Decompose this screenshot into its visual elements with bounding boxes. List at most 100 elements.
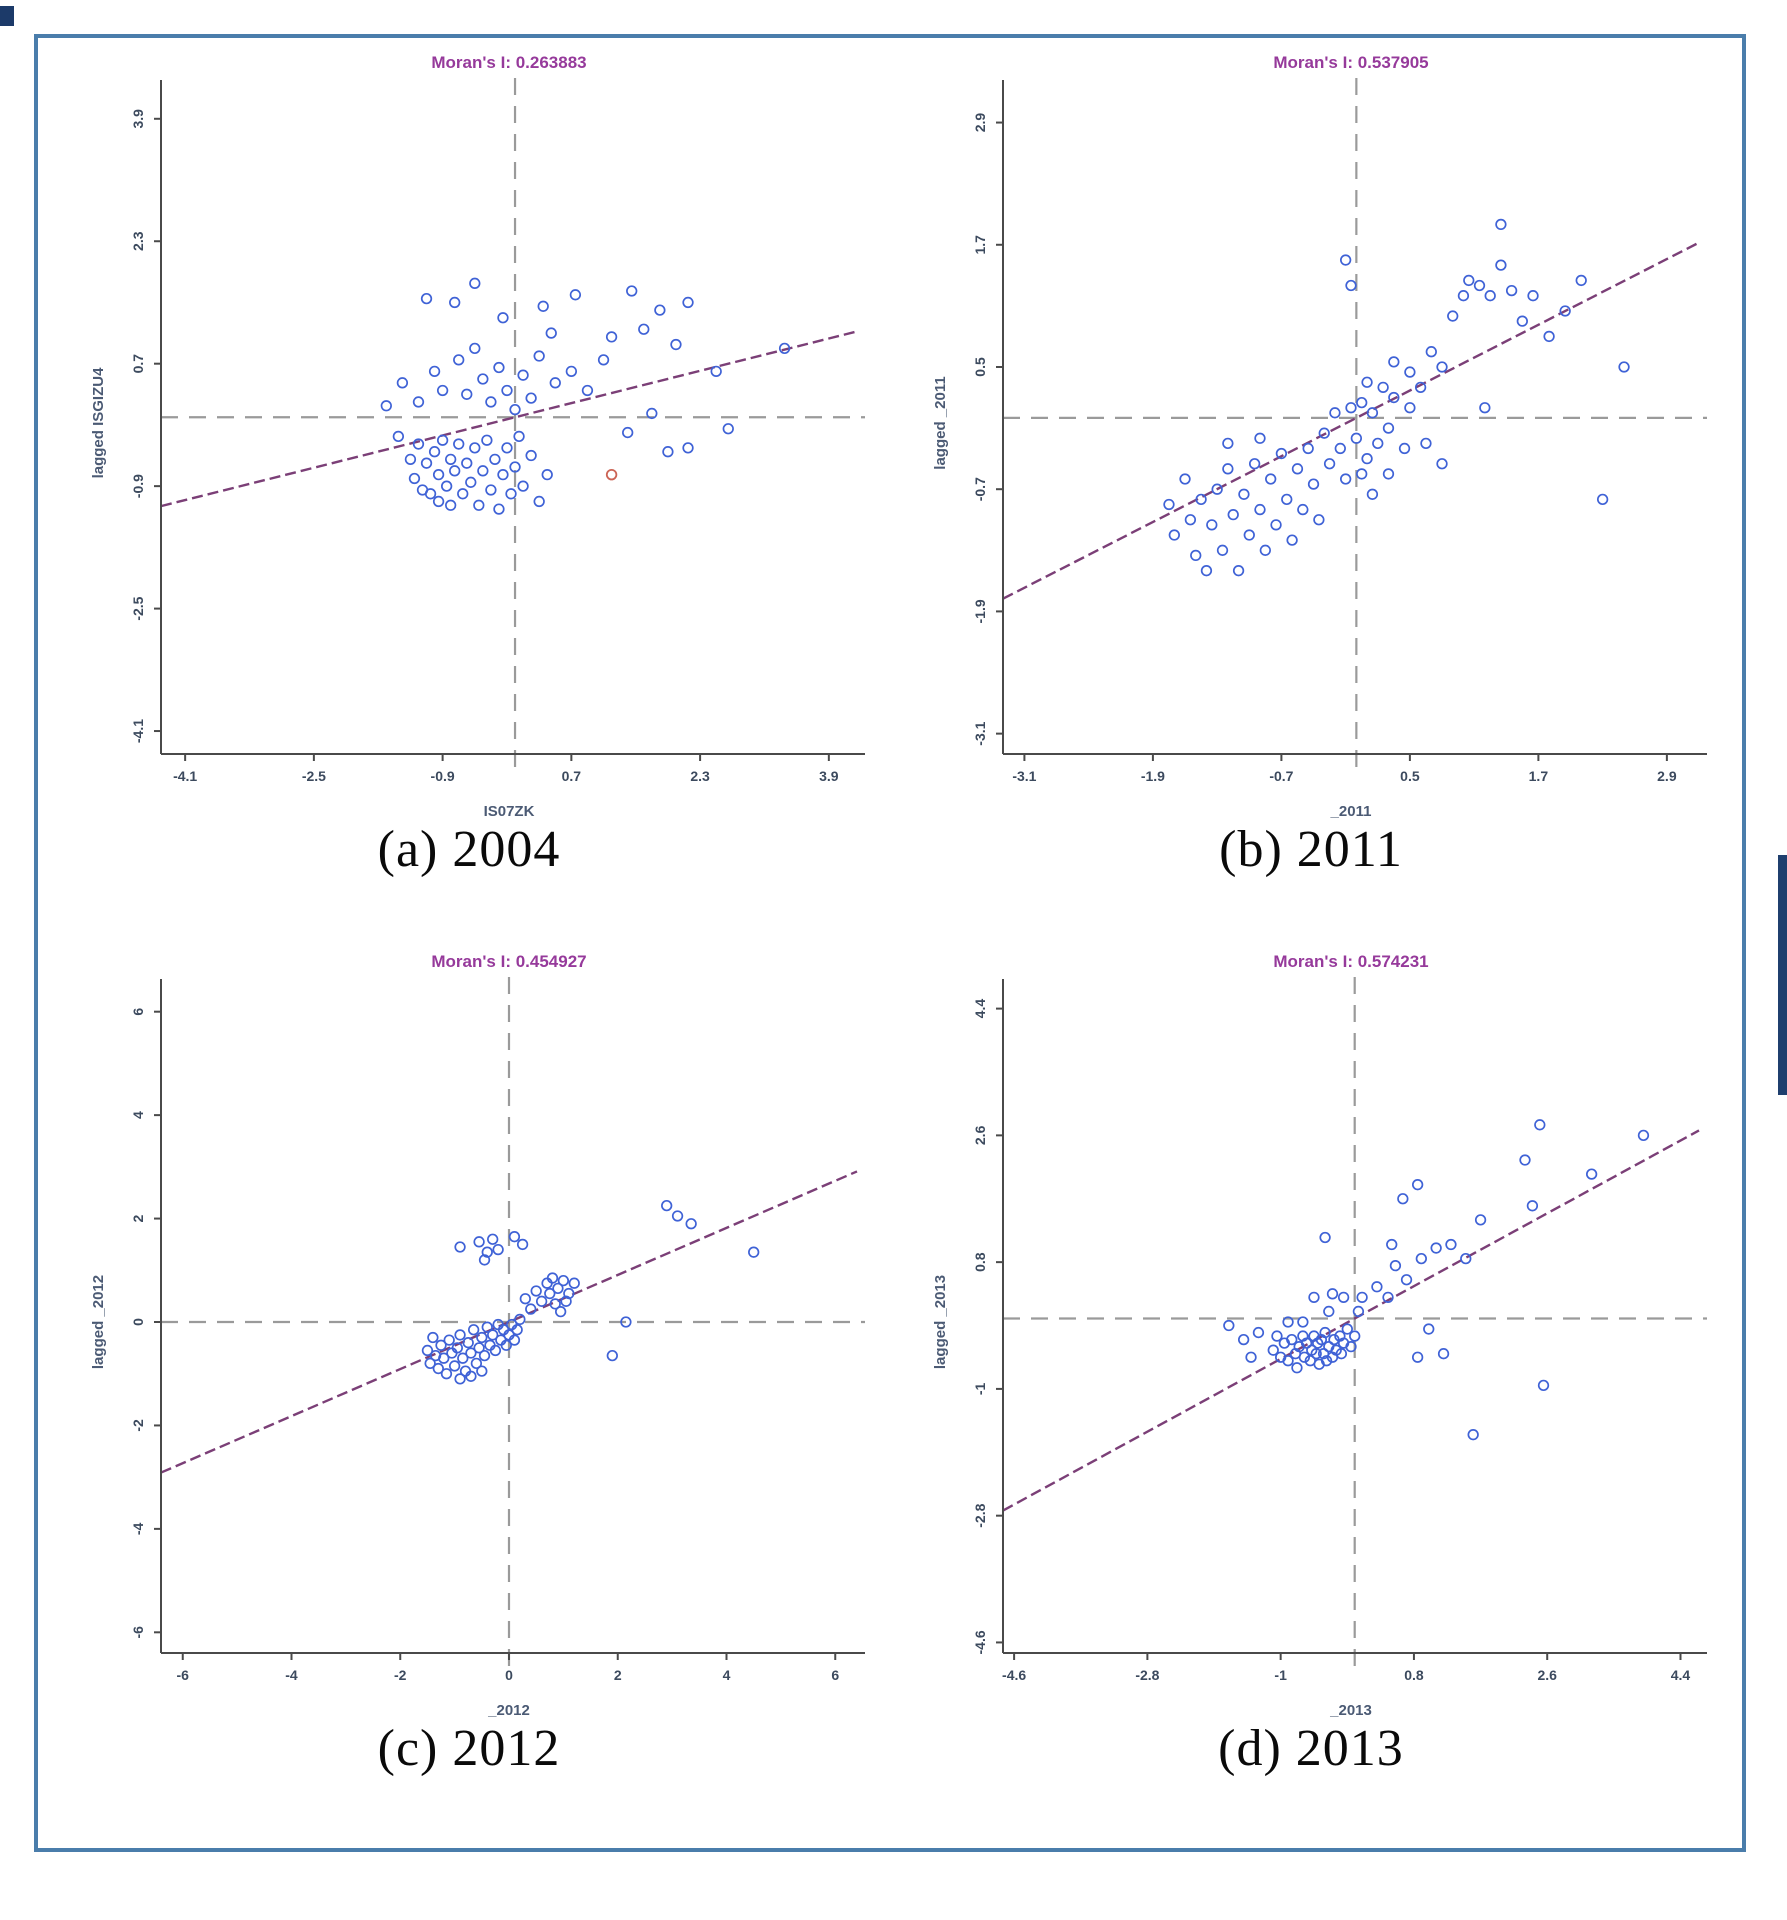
scatter-point bbox=[620, 1316, 632, 1328]
scatter-point bbox=[1319, 1231, 1331, 1244]
scatter-point bbox=[1537, 1379, 1550, 1392]
scatter-point bbox=[380, 400, 392, 412]
scatter-point bbox=[662, 446, 674, 458]
scatter-point bbox=[1484, 290, 1496, 302]
scatter-point bbox=[457, 1352, 469, 1364]
scatter-point bbox=[404, 453, 417, 466]
y-tick-label: 0.5 bbox=[972, 357, 988, 377]
scatter-point bbox=[440, 1368, 453, 1380]
scatter-point bbox=[552, 1282, 564, 1295]
scatter-point bbox=[509, 403, 521, 416]
x-tick-label: -0.7 bbox=[1269, 768, 1293, 784]
scatter-point bbox=[1372, 437, 1384, 450]
y-tick-label: 6 bbox=[130, 1008, 146, 1016]
moran-plot-2013: Moran's I: 0.574231 -4.6 -2.8 -1 0.8 2.6 4.4 4.… bbox=[890, 943, 1732, 1842]
scatter-point bbox=[1245, 1351, 1257, 1363]
scatter-point bbox=[1356, 468, 1368, 480]
scatter-point bbox=[1361, 376, 1373, 388]
scatter-point bbox=[1596, 493, 1609, 506]
scatter-point bbox=[473, 1342, 485, 1354]
x-tick-label: 4.4 bbox=[1671, 1667, 1691, 1683]
scatter-point bbox=[424, 1357, 436, 1370]
x-tick-label: 0.7 bbox=[562, 768, 582, 784]
scatter-point bbox=[626, 285, 638, 297]
scatter-point bbox=[1425, 346, 1437, 358]
scatter-point bbox=[555, 1306, 567, 1318]
scatter-point bbox=[1400, 1274, 1413, 1286]
scatter-point bbox=[569, 289, 582, 301]
scatter-point bbox=[722, 423, 734, 435]
scatter-point bbox=[1195, 493, 1207, 506]
x-tick-label: 0.5 bbox=[1400, 768, 1420, 784]
scatter-point bbox=[1313, 514, 1325, 526]
x-tick-label: -2.5 bbox=[302, 768, 326, 784]
x-tick-label: -4 bbox=[285, 1667, 298, 1683]
scatter-point bbox=[1337, 1291, 1350, 1304]
scatter-point bbox=[481, 434, 493, 446]
y-tick-label: -0.9 bbox=[130, 474, 146, 498]
scatter-point bbox=[778, 342, 791, 355]
scatter-point bbox=[1216, 544, 1229, 556]
scan-artifact-bar bbox=[1778, 855, 1787, 1095]
scatter-point bbox=[489, 453, 501, 466]
scatter-point bbox=[546, 1272, 559, 1284]
scatter-point bbox=[1286, 534, 1298, 546]
scatter-point bbox=[1222, 463, 1234, 475]
scatter-point bbox=[1281, 493, 1293, 506]
scatter-point bbox=[661, 1199, 673, 1212]
y-tick-label: 2 bbox=[130, 1214, 146, 1222]
scatter-point bbox=[473, 499, 485, 511]
scatter-point bbox=[1238, 488, 1250, 500]
scatter-point bbox=[454, 1373, 466, 1385]
y-tick-label: -2.8 bbox=[972, 1503, 988, 1527]
scatter-point bbox=[505, 488, 517, 500]
scatter-point bbox=[438, 1352, 450, 1364]
plot-caption-a: (a) 2004 bbox=[377, 821, 561, 878]
scatter-point bbox=[1366, 488, 1379, 500]
scatter-point bbox=[432, 1362, 444, 1375]
scatter-point bbox=[1526, 1200, 1539, 1212]
scatter-point bbox=[487, 1329, 499, 1341]
scatter-point bbox=[443, 1334, 455, 1346]
chart-title: Moran's I: 0.537905 bbox=[1273, 53, 1428, 72]
scatter-point bbox=[1341, 1323, 1353, 1335]
scatter-point bbox=[412, 396, 425, 408]
scatter-point bbox=[1282, 1316, 1294, 1328]
scatter-point bbox=[1190, 549, 1202, 562]
y-tick-label: -4.1 bbox=[130, 719, 146, 743]
scatter-point bbox=[449, 296, 461, 309]
x-tick-label: -1 bbox=[1274, 1667, 1287, 1683]
scatter-point bbox=[1516, 315, 1528, 327]
scatter-point bbox=[1335, 1348, 1348, 1360]
scatter-point bbox=[748, 1246, 760, 1258]
plot-caption-c: (c) 2012 bbox=[377, 1720, 561, 1777]
scatter-point bbox=[549, 377, 561, 389]
x-tick-label: -2 bbox=[394, 1667, 407, 1683]
scatter-point bbox=[469, 277, 481, 289]
scatter-point bbox=[1377, 381, 1389, 394]
scatter-point bbox=[481, 1246, 493, 1258]
scatter-point bbox=[1200, 565, 1213, 577]
scatter-point bbox=[1382, 422, 1395, 434]
y-tick-label: 3.9 bbox=[130, 109, 146, 129]
scatter-point bbox=[461, 388, 473, 400]
scatter-point bbox=[469, 342, 481, 355]
scatter-point bbox=[565, 365, 578, 377]
y-tick-label: -1.9 bbox=[972, 599, 988, 623]
y-tick-label: -4 bbox=[130, 1522, 146, 1535]
scatter-point bbox=[453, 354, 465, 366]
y-tick-label: 0.7 bbox=[130, 354, 146, 374]
scatter-point bbox=[1585, 1168, 1598, 1180]
x-tick-label: 4 bbox=[723, 1667, 731, 1683]
scatter-point bbox=[549, 1298, 561, 1310]
scatter-point bbox=[1361, 452, 1373, 465]
scatter-point bbox=[1184, 514, 1197, 526]
scatter-point bbox=[1334, 442, 1346, 455]
scatter-point bbox=[497, 312, 509, 324]
scatter-point bbox=[1386, 1238, 1398, 1251]
scatter-point bbox=[497, 469, 509, 481]
scatter-point bbox=[646, 407, 658, 420]
scatter-point bbox=[445, 499, 457, 511]
scatter-point bbox=[516, 1238, 529, 1251]
